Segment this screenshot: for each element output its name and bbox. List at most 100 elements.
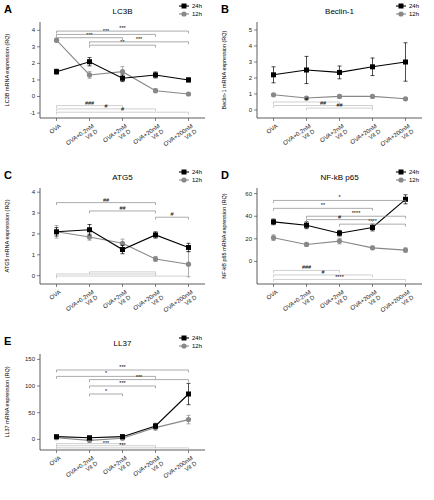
data-point <box>370 94 375 99</box>
error-bar <box>404 248 408 253</box>
y-tick-label: 3 <box>249 59 253 65</box>
x-tick-label: OVA+2nMVit D <box>319 122 349 148</box>
significance-label: * <box>105 370 108 376</box>
significance-label: ### <box>85 100 95 106</box>
panel-label: B <box>221 3 229 15</box>
y-tick-label: 100 <box>25 383 36 389</box>
x-tick-label-line: Vit D <box>401 128 416 141</box>
significance-label: # <box>104 103 108 109</box>
x-tick-label: OVA+0.2nMVit D <box>282 288 316 317</box>
significance-bracket <box>57 276 189 278</box>
x-tick-label: OVA+200nMVit D <box>162 454 198 484</box>
panel-label: D <box>221 169 229 181</box>
y-axis-label: LL37 mRNA expression (RQ) <box>4 366 10 437</box>
data-point <box>403 60 408 65</box>
title: LL37 <box>114 339 132 348</box>
data-layer <box>54 383 191 443</box>
x-tick <box>339 284 340 287</box>
error-bar <box>272 219 276 225</box>
data-point <box>337 231 342 236</box>
y-tick-label: 0 <box>32 436 36 442</box>
x-tick-label: OVA <box>265 123 278 135</box>
error-bar <box>55 69 59 74</box>
significance-bracket <box>90 380 189 382</box>
x-tick-label-line: Vit D <box>368 128 383 141</box>
error-bar <box>121 245 125 253</box>
y-tick-label: 4 <box>32 189 36 195</box>
significance-bracket <box>57 109 156 111</box>
x-tick-label: OVA+20nMVit D <box>349 122 382 150</box>
error-bar <box>371 58 375 76</box>
y-tick <box>254 110 257 111</box>
x-tick-label-line: Vit D <box>85 128 100 141</box>
y-tick <box>254 62 257 63</box>
y-tick-label: 60 <box>245 191 252 197</box>
data-point <box>304 68 309 73</box>
significance-label: ## <box>336 102 343 108</box>
significance-bracket <box>57 106 123 108</box>
panel-label: A <box>4 3 12 15</box>
data-point <box>403 248 408 253</box>
title: NF-kB p65 <box>320 173 359 182</box>
significance-bracket <box>156 217 189 219</box>
series-line <box>57 40 189 94</box>
title: ATG5 <box>112 173 133 182</box>
x-tick-label: OVA <box>48 289 61 301</box>
data-point <box>337 94 342 99</box>
y-tick-label: -1 <box>30 110 36 116</box>
y-tick <box>254 193 257 194</box>
y-tick-label: 1 <box>32 252 36 258</box>
significance-label: **** <box>335 274 344 280</box>
data-point <box>271 92 276 97</box>
data-point <box>54 69 59 74</box>
significance-label: ## <box>119 205 126 211</box>
x-tick <box>155 118 156 121</box>
data-point <box>271 72 276 77</box>
significance-bracket <box>57 38 123 40</box>
legend-label: 24h <box>192 335 202 341</box>
y-axis-line <box>257 188 258 284</box>
y-tick <box>254 46 257 47</box>
data-layer <box>271 43 408 102</box>
y-tick <box>37 63 40 64</box>
x-tick <box>405 284 406 287</box>
error-bar <box>55 228 59 236</box>
x-tick <box>155 450 156 453</box>
error-bar <box>187 252 191 277</box>
series <box>54 225 191 254</box>
data-point <box>120 434 125 439</box>
x-tick <box>56 284 57 287</box>
y-tick-label: 1 <box>249 91 253 97</box>
y-tick <box>37 96 40 97</box>
legend-marker <box>182 4 187 9</box>
x-tick-label: OVA <box>48 455 61 467</box>
data-point <box>186 91 191 96</box>
x-tick-label-line: OVA <box>48 455 61 467</box>
error-bar <box>154 232 158 238</box>
y-tick <box>37 254 40 255</box>
error-bar <box>305 243 309 246</box>
x-tick-label-line: OVA <box>265 289 278 301</box>
error-bar <box>154 72 158 78</box>
series-line <box>274 238 406 250</box>
data-point <box>337 238 342 243</box>
significance-bracket <box>307 216 406 218</box>
x-tick <box>89 284 90 287</box>
x-tick-label-line: OVA <box>265 123 278 135</box>
x-tick-label: OVA+200nMVit D <box>379 288 415 318</box>
significance-bracket <box>307 220 373 222</box>
y-tick <box>254 216 257 217</box>
data-point <box>337 70 342 75</box>
legend-label: 12h <box>192 11 202 17</box>
data-layer <box>271 195 408 253</box>
y-axis-line <box>40 22 41 118</box>
series-line <box>57 394 189 438</box>
data-point <box>120 76 125 81</box>
y-tick <box>37 386 40 387</box>
x-tick-label-line: Vit D <box>85 460 100 473</box>
significance-bracket <box>340 224 406 226</box>
series-line <box>57 62 189 80</box>
legend: 24h12h <box>396 3 419 17</box>
y-tick <box>37 439 40 440</box>
significance-label: ** <box>321 202 326 208</box>
